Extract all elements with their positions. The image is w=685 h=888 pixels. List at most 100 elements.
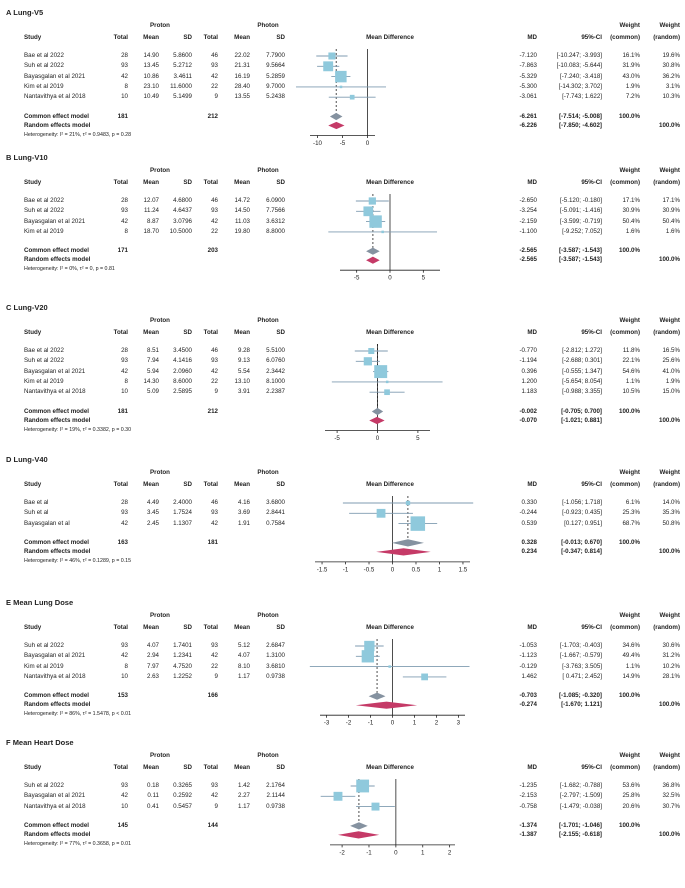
common-ci: [-0.705; 0.700] [561,407,602,415]
x-tick-label: 3 [457,720,461,727]
common-proton-total: 153 [117,692,128,700]
study-weight-random: 50.8% [662,519,680,527]
common-photon-total: 212 [207,407,218,415]
proton-sd: 3.0796 [173,217,192,225]
study-weight-random: 36.8% [662,782,680,789]
photon-mean: 2.27 [237,792,250,800]
photon-mean: 14.72 [234,197,250,204]
random-model-label: Random effects model [24,830,91,838]
proton-total: 93 [121,207,128,215]
proton-mean: 3.45 [146,509,159,517]
study-ci: [-14.302; 3.702] [558,82,602,90]
header-proton-sd: SD [183,329,192,336]
header-proton: Proton [150,752,170,759]
heterogeneity-text: Heterogeneity: I² = 21%, τ² = 0.9483, p … [24,131,132,138]
study-ci: [-7.743; 1.622] [562,93,602,101]
study-weight-random: 31.2% [662,652,680,660]
study-weight-common: 68.7% [622,519,640,527]
study-ci: [-0.988; 3.355] [562,388,602,396]
header-proton-sd: SD [183,34,192,41]
random-ci: [-3.587; -1.543] [559,256,602,264]
study-effect-box [385,380,389,384]
random-weight: 100.0% [659,256,680,264]
photon-total: 42 [211,72,218,80]
header-random: (random) [653,179,680,186]
x-tick-label: 0 [394,849,398,856]
header-common: (common) [610,764,640,771]
header-mean-difference: Mean Difference [366,624,414,631]
study-name: Nantavithya et al 2018 [24,93,86,101]
common-weight: 100.0% [619,821,640,829]
common-model-label: Common effect model [24,692,89,700]
study-effect-box [328,52,336,60]
study-ci: [-10.247; -3.993] [556,52,602,59]
random-effect-diamond [376,548,431,556]
study-weight-random: 32.5% [662,792,680,800]
proton-mean: 0.18 [146,782,159,789]
common-model-label: Common effect model [24,407,89,415]
study-effect-box [410,516,426,531]
photon-total: 42 [211,652,218,660]
panel-title: B Lung-V10 [6,153,48,162]
proton-sd: 2.5895 [173,388,192,396]
photon-total: 42 [211,217,218,225]
study-weight-random: 41.0% [662,367,680,375]
proton-sd: 1.7401 [173,642,192,649]
proton-sd: 4.6800 [173,197,192,204]
study-name: Bayasgalan et al 2021 [24,72,86,80]
study-ci: [-2.688; 0.301] [562,357,602,365]
random-model-label: Random effects model [24,547,91,555]
photon-mean: 1.42 [237,782,250,789]
study-md: 1.183 [521,388,537,396]
study-weight-common: 30.9% [622,207,640,215]
header-proton: Proton [150,469,170,476]
header-weight-random: Weight [659,22,680,29]
study-weight-common: 20.6% [622,802,640,810]
photon-total: 93 [211,357,218,365]
common-ci: [-1.701; -1.046] [559,821,602,829]
study-md: 0.396 [521,367,537,375]
study-weight-common: 25.3% [622,509,640,517]
header-photon-mean: Mean [234,764,250,771]
photon-sd: 2.1144 [266,792,285,800]
common-md: 0.328 [521,538,537,546]
random-md: -0.274 [519,701,537,709]
photon-mean: 3.69 [237,509,250,517]
common-md: -6.261 [519,112,537,120]
proton-sd: 3.4500 [173,347,192,354]
study-name: Kim et al 2019 [24,662,64,670]
photon-sd: 5.2438 [266,93,285,101]
random-ci: [-1.670; 1.121] [561,701,602,709]
header-md: MD [527,624,537,631]
proton-total: 42 [121,72,128,80]
header-photon-sd: SD [276,34,285,41]
proton-sd: 4.7520 [173,662,192,670]
proton-mean: 7.97 [146,662,159,670]
photon-total: 46 [211,347,218,354]
panel-name: Lung-V40 [13,455,48,464]
common-md: -0.703 [519,692,537,700]
header-ci: 95%-CI [581,764,602,771]
study-ci: [-3.599; -0.719] [560,217,602,225]
study-name: Nantavithya et al 2018 [24,388,86,396]
random-weight: 100.0% [659,701,680,709]
panel-name: Lung-V5 [13,8,44,17]
study-effect-box [333,791,343,801]
proton-mean: 8.87 [146,217,159,225]
photon-mean: 13.10 [234,377,250,385]
header-proton-mean: Mean [143,179,159,186]
forest-plot-area: -5 0 5 [325,344,443,442]
x-tick-label: 0.5 [412,566,421,573]
study-md: -0.758 [519,802,537,810]
study-md: 1.462 [521,672,537,680]
study-weight-common: 53.6% [622,782,640,789]
study-md: -0.770 [519,347,537,354]
study-ci: [-2.797; -1.509] [560,792,602,800]
study-ci: [-10.083; -5.644] [556,62,602,70]
header-photon-total: Total [203,481,218,488]
header-mean-difference: Mean Difference [366,481,414,488]
study-effect-box [356,779,370,793]
x-tick-label: -3 [324,720,330,727]
header-md: MD [527,764,537,771]
heterogeneity-text: Heterogeneity: I² = 46%, τ² = 0.1289, p … [24,557,132,564]
